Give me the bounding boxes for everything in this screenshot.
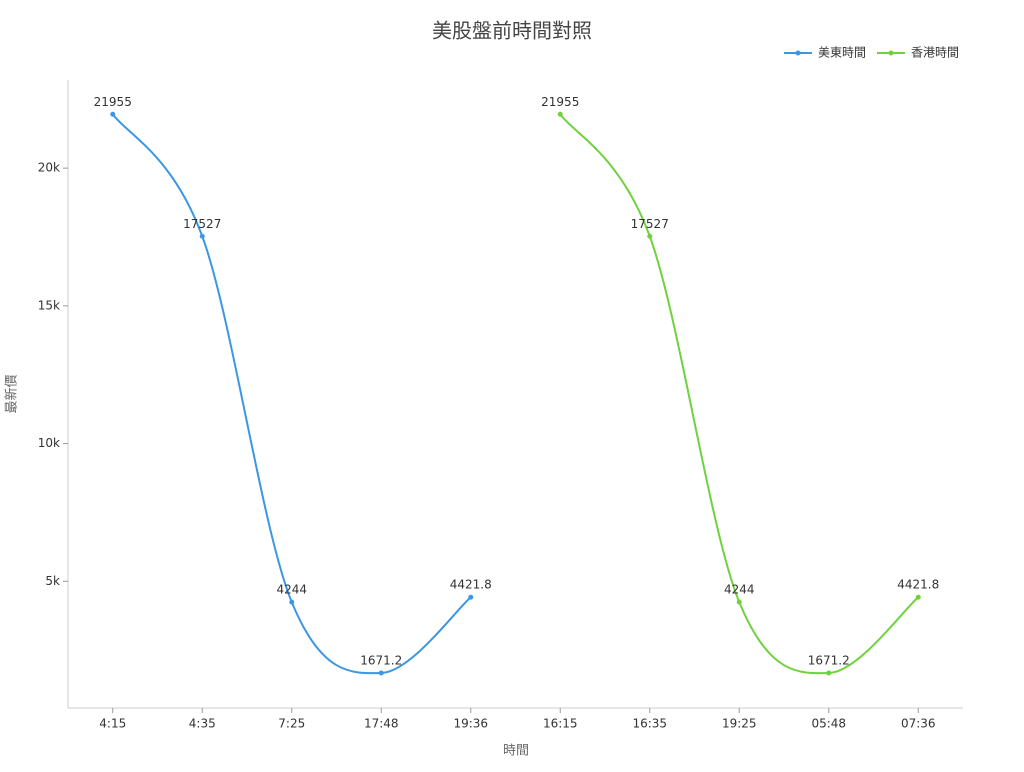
data-label: 4244 [724, 583, 755, 597]
data-label: 1671.2 [360, 653, 402, 667]
x-tick-label: 16:35 [632, 717, 667, 731]
x-tick-label: 19:25 [722, 717, 757, 731]
data-label: 4421.8 [897, 578, 939, 592]
point [826, 670, 832, 676]
data-label: 17527 [631, 217, 669, 231]
y-tick-label: 5k [45, 574, 60, 588]
chart-title: 美股盤前時間對照 [432, 19, 592, 43]
point [647, 233, 653, 239]
y-tick-label: 20k [38, 161, 60, 175]
series-line [559, 113, 919, 675]
x-tick-label: 07:36 [901, 717, 936, 731]
x-tick-label: 19:36 [453, 717, 488, 731]
y-tick-label: 15k [38, 298, 60, 312]
data-label: 4244 [276, 583, 307, 597]
point [199, 233, 205, 239]
x-tick-label: 7:25 [278, 717, 305, 731]
legend-dot [888, 50, 894, 56]
point [378, 670, 384, 676]
point [289, 599, 295, 605]
legend-label: 香港時間 [911, 46, 959, 60]
data-label: 1671.2 [808, 653, 850, 667]
y-tick-label: 10k [38, 436, 60, 450]
x-axis-title: 時間 [503, 744, 529, 759]
point [468, 594, 474, 600]
data-label: 4421.8 [450, 578, 492, 592]
y-axis-title: 最新價 [4, 374, 20, 413]
legend-dot [795, 50, 801, 56]
x-tick-label: 4:35 [189, 717, 216, 731]
data-label: 21955 [541, 95, 579, 109]
point [110, 111, 116, 117]
data-label: 21955 [94, 95, 132, 109]
point [915, 594, 921, 600]
data-label: 17527 [183, 217, 221, 231]
x-tick-label: 16:15 [543, 717, 578, 731]
point [557, 111, 563, 117]
point [736, 599, 742, 605]
series-line [111, 113, 472, 675]
legend-label: 美東時間 [818, 46, 866, 60]
x-tick-label: 05:48 [811, 717, 846, 731]
x-tick-label: 4:15 [99, 717, 126, 731]
x-tick-label: 17:48 [364, 717, 399, 731]
